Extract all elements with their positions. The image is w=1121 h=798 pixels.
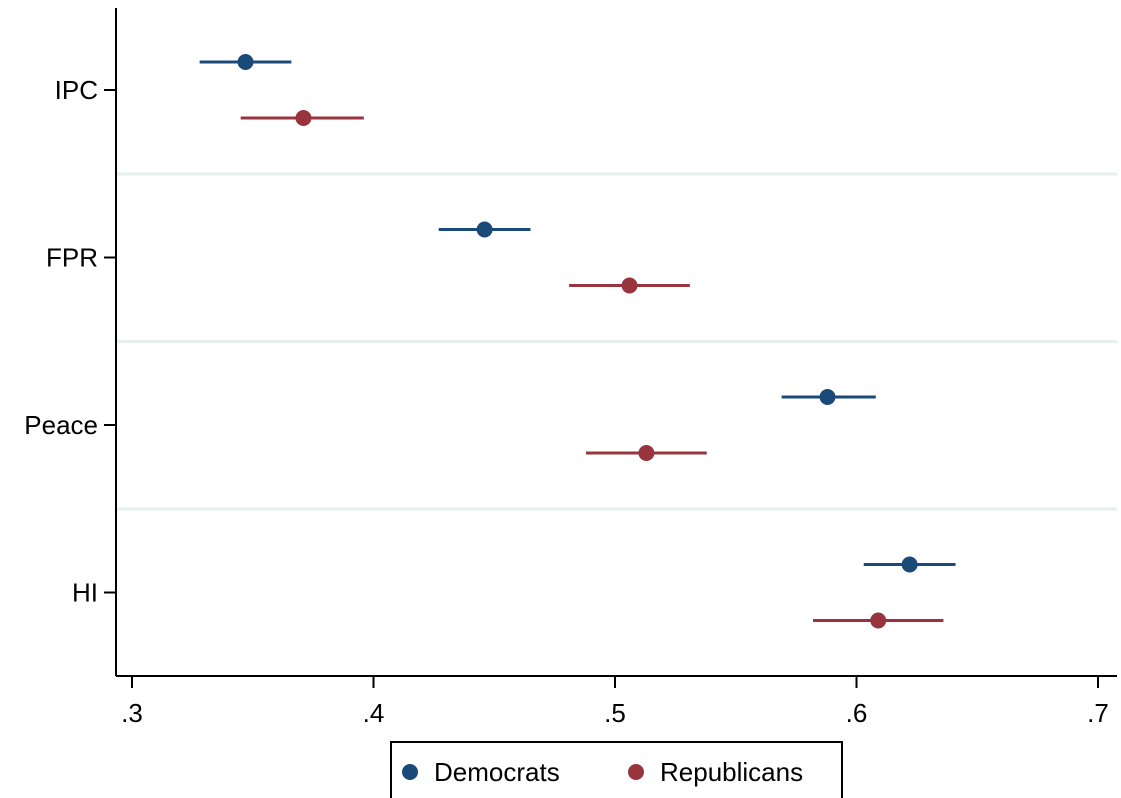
grid-lines <box>117 172 1117 511</box>
y-tick-label-peace: Peace <box>24 410 98 440</box>
point-democrats-hi <box>901 556 918 573</box>
point-republicans-fpr <box>621 277 638 294</box>
x-tick-label: .5 <box>604 698 626 728</box>
x-tick-label: .6 <box>846 698 868 728</box>
point-democrats-ipc <box>237 54 254 70</box>
data-marks <box>199 54 956 629</box>
legend-box <box>390 741 843 798</box>
legend-marker-republicans <box>628 764 644 780</box>
y-tick-label-hi: HI <box>72 578 98 608</box>
legend: Democrats Republicans <box>390 741 843 798</box>
legend-label-democrats: Democrats <box>434 757 560 787</box>
x-tick-label: .3 <box>121 698 143 728</box>
y-tick-label-fpr: FPR <box>46 243 98 273</box>
point-republicans-hi <box>870 612 887 629</box>
point-democrats-fpr <box>476 221 493 238</box>
x-tick-label: .7 <box>1087 698 1109 728</box>
point-republicans-ipc <box>295 110 312 126</box>
legend-label-republicans: Republicans <box>660 757 803 787</box>
x-tick-label: .4 <box>363 698 385 728</box>
point-democrats-peace <box>819 389 836 405</box>
legend-marker-democrats <box>402 764 418 780</box>
x-ticks: .3 .4 .5 .6 .7 <box>121 676 1109 728</box>
point-republicans-peace <box>638 445 655 461</box>
axes <box>115 8 1117 677</box>
y-ticks: IPC FPR Peace HI <box>24 75 116 608</box>
y-tick-label-ipc: IPC <box>55 75 98 105</box>
